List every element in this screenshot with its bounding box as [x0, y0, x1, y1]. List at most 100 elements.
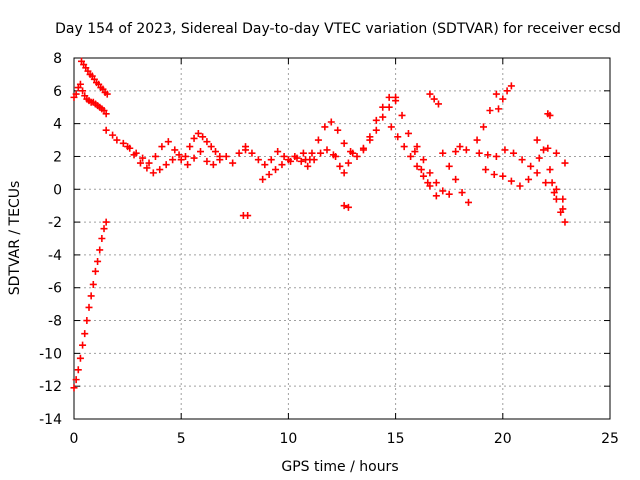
data-point [525, 175, 533, 183]
data-point [102, 126, 110, 134]
y-axis-label: SDTVAR / TECUs [7, 181, 23, 296]
data-point [76, 80, 84, 88]
data-point [542, 179, 550, 187]
series-arc-peak-fall [387, 123, 440, 200]
data-point [544, 144, 552, 152]
data-point [222, 152, 230, 160]
series-arc-negative-ramp [70, 218, 110, 392]
data-point [486, 107, 494, 115]
data-point [434, 100, 442, 108]
data-point [336, 162, 344, 170]
data-point [242, 143, 250, 151]
data-point [317, 149, 325, 157]
data-point [503, 87, 511, 95]
tick-labels: 0 5 10 15 20 25 -14 -12 -10 -8 -6 -4 -2 0 2 4 6 8 [39, 51, 619, 447]
data-point [278, 161, 286, 169]
data-point [499, 95, 507, 103]
data-point [79, 341, 87, 349]
data-point [96, 246, 104, 254]
data-point [404, 129, 412, 137]
data-point [98, 235, 106, 242]
data-point [340, 139, 348, 147]
data-point [507, 177, 515, 185]
data-point [439, 149, 447, 157]
data-point [533, 169, 541, 177]
series-arc-early-hump [181, 129, 224, 160]
data-point [340, 169, 348, 177]
y-tick-label: -2 [48, 215, 62, 231]
data-point [184, 161, 192, 169]
data-point [432, 179, 440, 187]
data-point [439, 187, 447, 195]
data-point [533, 136, 541, 144]
data-point [136, 159, 144, 167]
x-tick-label: 0 [70, 431, 79, 447]
series-arc-late-6 [495, 82, 515, 113]
data-point [158, 143, 166, 151]
data-point [244, 212, 252, 220]
x-tick-label: 15 [387, 431, 405, 447]
data-point [259, 175, 267, 183]
data-point [359, 146, 367, 154]
y-tick-label: -10 [39, 346, 62, 362]
data-point [518, 156, 526, 164]
data-point [149, 169, 157, 177]
data-point [76, 354, 84, 362]
series-arc-late-3 [439, 149, 472, 206]
axis-ticks [73, 57, 611, 420]
data-point [552, 195, 560, 203]
data-point [492, 90, 500, 98]
series-isolated-2 [340, 202, 352, 211]
data-point [482, 166, 490, 174]
data-point [411, 148, 419, 156]
series-arc-peak [359, 93, 432, 187]
data-point [177, 156, 185, 164]
data-point [407, 152, 415, 160]
data-point [254, 156, 262, 164]
data-point [83, 317, 91, 325]
data-point [394, 133, 402, 141]
series-arc-mid-dip [332, 149, 357, 177]
series-arc-mid-cross [242, 143, 314, 169]
data-point [516, 182, 524, 190]
data-point [458, 189, 466, 197]
data-point [196, 148, 204, 156]
y-tick-label: 4 [53, 117, 62, 133]
data-point [490, 171, 498, 179]
data-point [353, 152, 361, 160]
data-point [203, 138, 211, 146]
plot-frame [73, 57, 611, 420]
data-point [124, 143, 132, 151]
data-marks [70, 57, 569, 392]
data-point [297, 157, 305, 165]
data-point [499, 172, 507, 180]
data-point [280, 152, 288, 160]
data-point [417, 166, 425, 174]
data-point [186, 143, 194, 151]
data-point [473, 136, 481, 144]
data-point [74, 366, 82, 374]
data-point [379, 103, 387, 111]
data-point [209, 161, 217, 169]
data-point [87, 292, 95, 300]
data-point [199, 133, 207, 141]
data-point [561, 159, 569, 167]
data-point [432, 192, 440, 200]
series-arc-early-dip [124, 143, 183, 177]
data-point [559, 195, 567, 203]
data-point [139, 154, 147, 162]
data-point [510, 149, 518, 157]
data-point [229, 159, 237, 167]
data-point [164, 138, 172, 146]
data-point [267, 156, 275, 164]
data-point [426, 182, 434, 190]
data-point [535, 154, 543, 162]
data-point [284, 156, 292, 164]
data-point [194, 129, 202, 137]
grid [74, 58, 610, 419]
data-point [272, 166, 280, 174]
data-point [344, 159, 352, 167]
y-tick-label: 6 [53, 84, 62, 100]
series-isolated-1 [239, 212, 252, 220]
